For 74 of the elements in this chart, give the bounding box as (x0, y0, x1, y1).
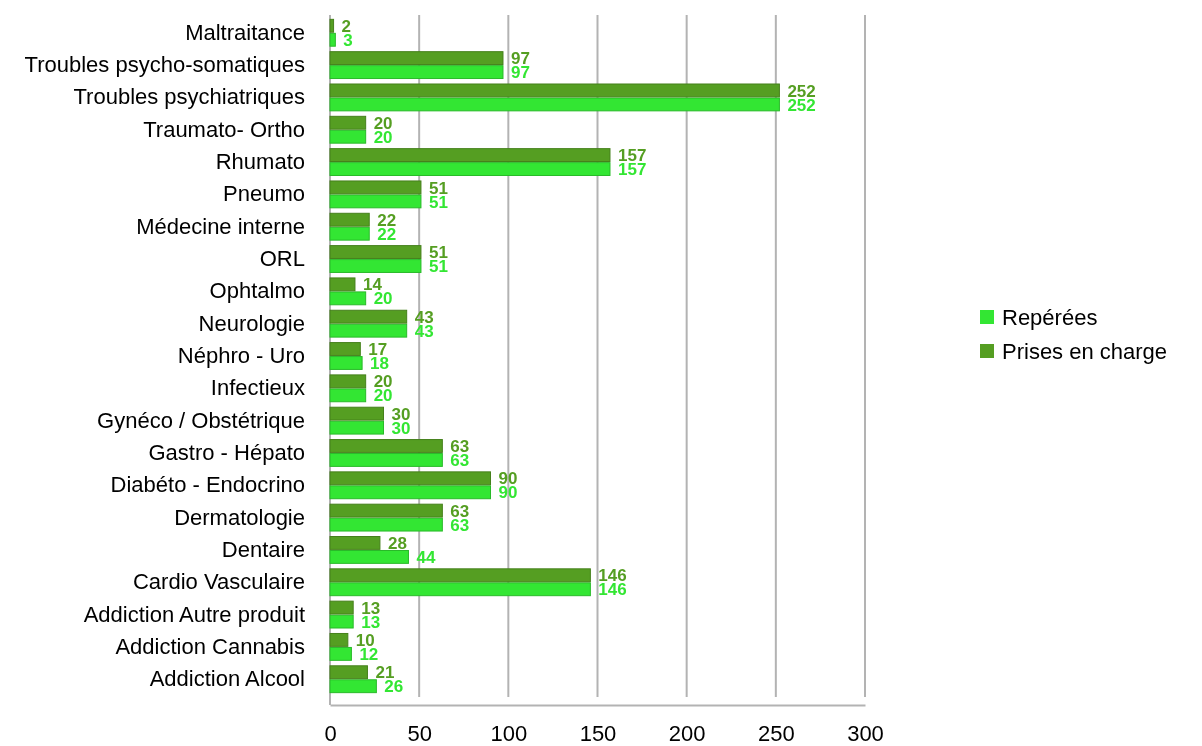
bar (329, 323, 408, 338)
y-tick-label: Diabéto - Endocrino (110, 472, 305, 498)
x-tick-label: 0 (324, 720, 337, 746)
y-tick-label: Pneumo (223, 181, 305, 207)
bar (329, 600, 354, 615)
data-label: 44 (416, 548, 436, 568)
bar (329, 32, 336, 47)
bar (329, 83, 780, 98)
bar (329, 388, 367, 403)
y-tick-label: Ophtalmo (209, 278, 305, 304)
bar (329, 194, 422, 209)
legend-label: Prises en charge (1002, 338, 1168, 364)
bar (329, 356, 363, 370)
bar (329, 632, 349, 647)
y-tick-label: ORL (259, 246, 305, 272)
y-tick-label: Cardio Vasculaire (132, 569, 305, 595)
y-tick-label: Neurologie (198, 310, 305, 336)
bar (329, 65, 504, 80)
bar (329, 18, 335, 33)
bar (329, 582, 591, 597)
bar (329, 517, 443, 532)
bar (329, 549, 409, 564)
y-tick-label: Gastro - Hépato (148, 440, 305, 466)
bar (329, 97, 780, 112)
y-tick-label: Médecine interne (136, 213, 305, 239)
y-tick-label: Gynéco / Obstétrique (97, 407, 305, 433)
bar (329, 503, 443, 518)
bar (329, 115, 367, 130)
data-label: 28 (387, 534, 407, 554)
bar (329, 51, 504, 66)
x-tick-label: 250 (757, 720, 795, 746)
y-tick-label: Traumato- Ortho (143, 116, 305, 142)
y-tick-label: Dentaire (221, 536, 305, 562)
bar (329, 679, 377, 694)
bar (329, 439, 443, 453)
bar (329, 277, 356, 292)
bar (329, 226, 370, 241)
bar (329, 291, 367, 306)
bar (329, 453, 443, 467)
y-tick-label: Néphro - Uro (177, 343, 305, 369)
bar (329, 180, 422, 195)
y-tick-label: Infectieux (210, 375, 305, 401)
bar (329, 646, 352, 661)
bar (329, 259, 422, 273)
bar (329, 420, 384, 435)
y-tick-label: Troubles psychiatriques (73, 84, 305, 110)
bar (329, 148, 611, 163)
bar (329, 245, 422, 259)
bar (329, 485, 491, 500)
bar (329, 536, 381, 550)
bar (329, 568, 591, 583)
bar (329, 471, 491, 486)
x-tick-label: 150 (579, 720, 617, 746)
bar (329, 309, 408, 324)
y-tick-label: Maltraitance (185, 19, 305, 45)
bar (329, 162, 611, 176)
x-tick-label: 50 (407, 720, 432, 746)
x-tick-label: 300 (847, 720, 884, 746)
y-tick-label: Addiction Cannabis (115, 633, 305, 659)
bar (329, 129, 367, 144)
x-tick-label: 100 (490, 720, 528, 746)
bar (329, 212, 370, 227)
y-tick-label: Addiction Alcool (149, 666, 305, 692)
bar (329, 665, 368, 680)
bar (329, 374, 367, 389)
bar (329, 406, 384, 421)
y-tick-label: Rhumato (215, 149, 305, 175)
y-tick-label: Addiction Autre produit (83, 601, 305, 627)
bar (329, 614, 354, 629)
bar (329, 342, 361, 356)
x-tick-label: 200 (668, 720, 706, 746)
y-tick-label: Troubles psycho-somatiques (24, 52, 305, 78)
y-tick-label: Dermatologie (174, 504, 305, 530)
legend-label: Repérées (1002, 304, 1098, 330)
